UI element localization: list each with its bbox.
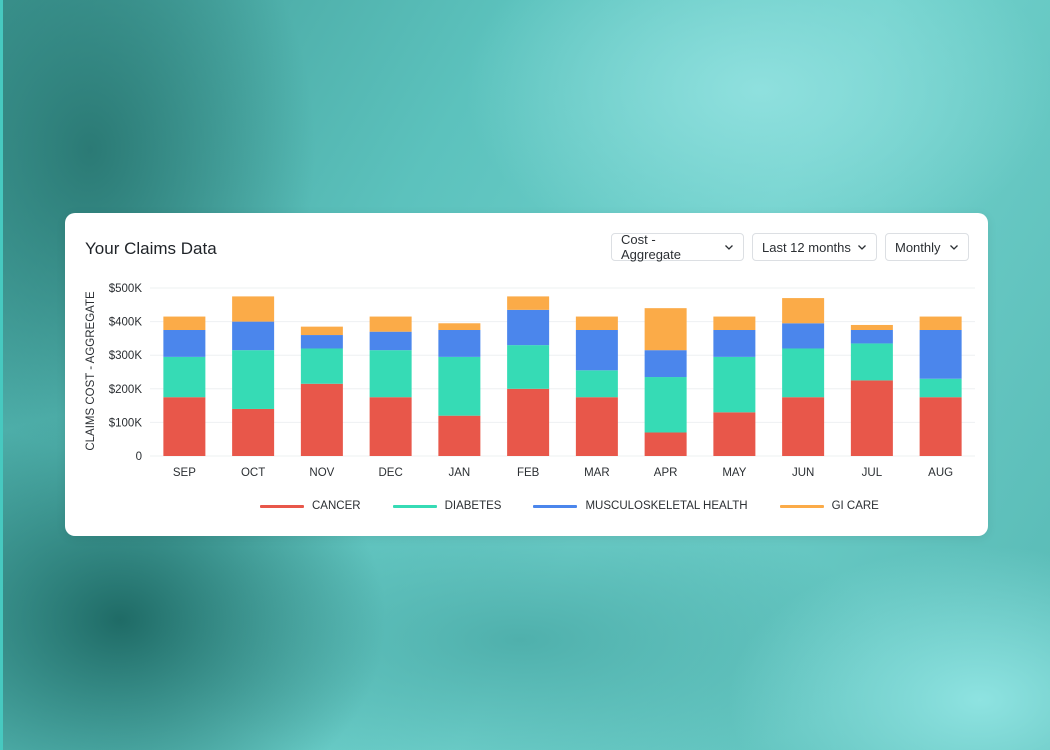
legend-label: GI CARE: [831, 500, 879, 512]
bar-musculoskeletal-health-apr[interactable]: [644, 350, 687, 378]
chevron-down-icon: [858, 245, 866, 250]
bar-gi-care-oct[interactable]: [232, 296, 275, 322]
bar-cancer-jun[interactable]: [782, 397, 825, 456]
bar-cancer-may[interactable]: [713, 412, 756, 456]
x-tick-label: JAN: [449, 467, 471, 479]
legend-label: CANCER: [312, 500, 361, 512]
claims-bar-chart: 0 $100K $200K $300K $400K $500K SEP OCT NOV DEC JA…: [85, 283, 975, 479]
bar-musculoskeletal-health-nov[interactable]: [300, 335, 343, 349]
bar-gi-care-feb[interactable]: [507, 296, 550, 310]
bar-musculoskeletal-health-jun[interactable]: [782, 323, 825, 349]
bar-gi-care-mar[interactable]: [575, 316, 618, 330]
bar-diabetes-sep[interactable]: [163, 356, 206, 398]
card-title: Your Claims Data: [85, 239, 217, 258]
background-edge-strip: [0, 0, 3, 750]
legend-swatch: [260, 504, 304, 508]
bar-diabetes-feb[interactable]: [507, 345, 550, 389]
x-tick-label: MAY: [722, 467, 746, 479]
x-tick-label: MAR: [584, 467, 610, 479]
x-tick-label: JUL: [862, 467, 883, 479]
bar-diabetes-oct[interactable]: [232, 350, 275, 409]
bar-musculoskeletal-health-aug[interactable]: [919, 330, 962, 379]
bar-cancer-jan[interactable]: [438, 415, 481, 456]
chart-legend: CANCER DIABETES MUSCULOSKELETAL HEALTH GI C…: [260, 500, 911, 512]
legend-item-musculoskeletal-health[interactable]: MUSCULOSKELETAL HEALTH: [533, 500, 748, 512]
granularity-dropdown[interactable]: Monthly: [885, 233, 969, 261]
x-tick-label: JUN: [792, 467, 814, 479]
granularity-dropdown-label: Monthly: [895, 239, 941, 255]
metric-dropdown[interactable]: Cost - Aggregate: [611, 232, 744, 262]
bar-gi-care-jan[interactable]: [438, 323, 481, 330]
bar-diabetes-nov[interactable]: [300, 348, 343, 384]
x-tick-label: FEB: [517, 467, 540, 479]
bar-gi-care-sep[interactable]: [163, 316, 206, 330]
legend-label: DIABETES: [444, 500, 502, 512]
bar-diabetes-aug[interactable]: [919, 378, 962, 398]
bar-cancer-aug[interactable]: [919, 397, 962, 456]
y-tick-label: $500K: [109, 283, 143, 295]
legend-swatch: [533, 504, 578, 508]
bar-cancer-nov[interactable]: [300, 383, 343, 456]
bar-musculoskeletal-health-oct[interactable]: [232, 321, 275, 351]
bar-cancer-oct[interactable]: [232, 408, 275, 456]
bar-musculoskeletal-health-sep[interactable]: [163, 330, 206, 357]
bar-cancer-feb[interactable]: [507, 388, 550, 456]
bar-gi-care-jul[interactable]: [850, 324, 893, 330]
claims-data-card: Your Claims Data Cost - Aggregate Last 1…: [65, 213, 988, 536]
y-tick-label: $200K: [109, 384, 143, 396]
bar-musculoskeletal-health-mar[interactable]: [575, 330, 618, 371]
legend-item-gi-care[interactable]: GI CARE: [779, 500, 879, 512]
bar-gi-care-nov[interactable]: [300, 326, 343, 336]
y-tick-label: $300K: [109, 350, 143, 362]
x-tick-label: NOV: [309, 467, 334, 479]
bar-musculoskeletal-health-jan[interactable]: [438, 330, 481, 357]
bar-gi-care-aug[interactable]: [919, 316, 962, 330]
bar-gi-care-apr[interactable]: [644, 308, 687, 351]
bar-cancer-apr[interactable]: [644, 432, 687, 456]
x-tick-label: OCT: [241, 467, 265, 479]
bar-cancer-sep[interactable]: [163, 397, 206, 456]
bar-musculoskeletal-health-may[interactable]: [713, 330, 756, 357]
bar-diabetes-jan[interactable]: [438, 356, 481, 416]
legend-item-cancer[interactable]: CANCER: [260, 500, 361, 512]
bar-cancer-mar[interactable]: [575, 397, 618, 456]
metric-dropdown-label: Cost - Aggregate: [621, 232, 681, 262]
x-tick-label: DEC: [378, 467, 402, 479]
legend-swatch: [392, 504, 437, 508]
bar-cancer-dec[interactable]: [369, 397, 412, 456]
chevron-down-icon: [725, 245, 733, 250]
bar-cancer-jul[interactable]: [850, 380, 893, 456]
bar-diabetes-apr[interactable]: [644, 377, 687, 433]
bar-musculoskeletal-health-dec[interactable]: [369, 331, 412, 351]
legend-swatch: [779, 504, 824, 508]
time-range-dropdown[interactable]: Last 12 months: [752, 233, 877, 261]
x-tick-label: APR: [654, 467, 678, 479]
bar-gi-care-may[interactable]: [713, 316, 756, 330]
bar-musculoskeletal-health-feb[interactable]: [507, 309, 550, 346]
time-range-dropdown-label: Last 12 months: [762, 239, 851, 255]
y-tick-label: 0: [136, 451, 142, 463]
y-tick-label: $100K: [109, 417, 143, 429]
legend-item-diabetes[interactable]: DIABETES: [392, 500, 502, 512]
x-tick-label: SEP: [173, 467, 196, 479]
y-tick-label: $400K: [109, 317, 143, 329]
bar-diabetes-jul[interactable]: [850, 343, 893, 381]
bar-diabetes-dec[interactable]: [369, 350, 412, 398]
bar-diabetes-mar[interactable]: [575, 370, 618, 398]
bar-gi-care-jun[interactable]: [782, 298, 825, 324]
y-axis-label: CLAIMS COST - AGGREGATE: [85, 291, 97, 451]
chevron-down-icon: [950, 245, 958, 250]
bar-diabetes-jun[interactable]: [782, 348, 825, 398]
legend-label: MUSCULOSKELETAL HEALTH: [585, 500, 748, 512]
x-tick-label: AUG: [928, 467, 953, 479]
bar-diabetes-may[interactable]: [713, 356, 756, 413]
bar-gi-care-dec[interactable]: [369, 316, 412, 332]
bar-musculoskeletal-health-jul[interactable]: [850, 330, 893, 344]
